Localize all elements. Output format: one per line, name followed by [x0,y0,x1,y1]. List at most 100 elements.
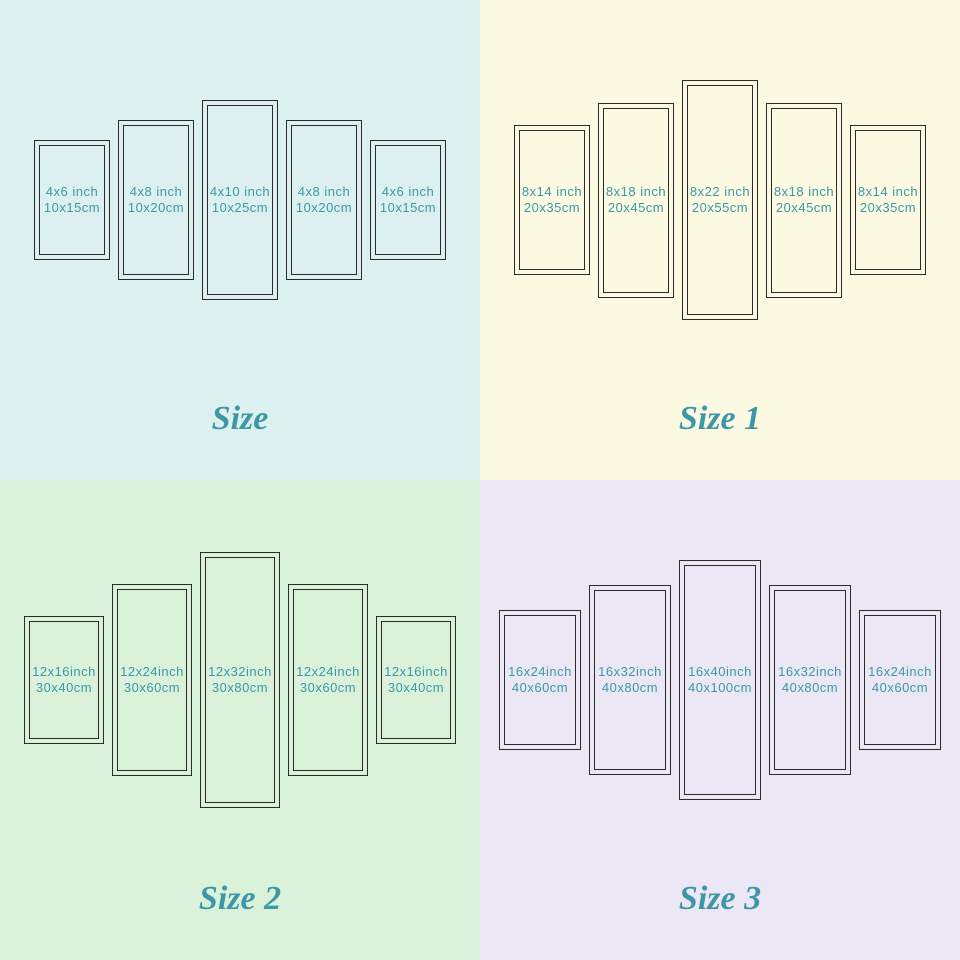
panel-group: 4x6 inch10x15cm4x8 inch10x20cm4x10 inch1… [34,50,446,350]
panel-dimensions: 8x14 inch20x35cm [858,184,918,217]
panel-dimensions: 16x24inch40x60cm [508,664,572,697]
canvas-panel-frame: 4x6 inch10x15cm [370,140,446,260]
panel-size-cm: 40x60cm [872,680,928,696]
panel-size-inch: 12x24inch [296,664,360,680]
canvas-panel: 8x18 inch20x45cm [598,103,674,298]
panel-dimensions: 4x6 inch10x15cm [380,184,436,217]
panel-size-inch: 12x16inch [32,664,96,680]
canvas-panel: 8x14 inch20x35cm [850,125,926,275]
canvas-panel: 4x6 inch10x15cm [370,140,446,260]
panel-size-cm: 30x40cm [388,680,444,696]
panel-size-cm: 10x15cm [44,200,100,216]
panel-size-cm: 40x60cm [512,680,568,696]
canvas-panel-frame: 16x32inch40x80cm [769,585,851,775]
panel-size-inch: 12x16inch [384,664,448,680]
canvas-panel-frame: 12x24inch30x60cm [112,584,192,776]
panel-size-inch: 8x14 inch [522,184,582,200]
canvas-panel: 16x32inch40x80cm [769,585,851,775]
panel-size-inch: 4x6 inch [46,184,98,200]
panel-size-cm: 30x40cm [36,680,92,696]
canvas-panel-frame: 4x8 inch10x20cm [118,120,194,280]
panel-size-cm: 30x60cm [124,680,180,696]
canvas-panel: 4x10 inch10x25cm [202,100,278,300]
canvas-panel-frame: 8x18 inch20x45cm [766,103,842,298]
canvas-panel-frame: 4x10 inch10x25cm [202,100,278,300]
canvas-panel: 8x14 inch20x35cm [514,125,590,275]
panel-size-inch: 16x24inch [868,664,932,680]
panel-dimensions: 8x14 inch20x35cm [522,184,582,217]
panel-size-cm: 10x20cm [296,200,352,216]
panel-dimensions: 4x10 inch10x25cm [210,184,270,217]
panel-dimensions: 12x16inch30x40cm [32,664,96,697]
panel-dimensions: 4x8 inch10x20cm [296,184,352,217]
panel-dimensions: 12x32inch30x80cm [208,664,272,697]
canvas-panel-frame: 8x18 inch20x45cm [598,103,674,298]
panel-size-inch: 8x18 inch [774,184,834,200]
panel-size-inch: 4x8 inch [298,184,350,200]
canvas-panel: 12x16inch30x40cm [376,616,456,744]
panel-size-inch: 16x40inch [688,664,752,680]
panel-dimensions: 4x8 inch10x20cm [128,184,184,217]
size-title: Size 3 [679,880,761,918]
panel-size-inch: 4x6 inch [382,184,434,200]
panel-size-cm: 40x100cm [688,680,752,696]
panel-size-inch: 4x10 inch [210,184,270,200]
canvas-panel: 16x24inch40x60cm [859,610,941,750]
panel-dimensions: 8x22 inch20x55cm [690,184,750,217]
canvas-panel-frame: 8x14 inch20x35cm [850,125,926,275]
panel-dimensions: 4x6 inch10x15cm [44,184,100,217]
panel-size-inch: 16x24inch [508,664,572,680]
panel-dimensions: 16x32inch40x80cm [778,664,842,697]
canvas-panel: 12x32inch30x80cm [200,552,280,808]
canvas-panel-frame: 8x22 inch20x55cm [682,80,758,320]
panel-group: 12x16inch30x40cm12x24inch30x60cm12x32inc… [24,530,456,830]
panel-size-cm: 30x60cm [300,680,356,696]
size-quadrant-2: 12x16inch30x40cm12x24inch30x60cm12x32inc… [0,480,480,960]
panel-size-inch: 16x32inch [598,664,662,680]
canvas-panel: 4x6 inch10x15cm [34,140,110,260]
panel-size-cm: 10x20cm [128,200,184,216]
panel-size-inch: 8x18 inch [606,184,666,200]
panel-dimensions: 12x24inch30x60cm [120,664,184,697]
canvas-panel: 8x22 inch20x55cm [682,80,758,320]
panel-dimensions: 12x24inch30x60cm [296,664,360,697]
canvas-panel: 16x24inch40x60cm [499,610,581,750]
size-quadrant-1: 8x14 inch20x35cm8x18 inch20x45cm8x22 inc… [480,0,960,480]
panel-dimensions: 8x18 inch20x45cm [774,184,834,217]
canvas-panel-frame: 8x14 inch20x35cm [514,125,590,275]
panel-dimensions: 8x18 inch20x45cm [606,184,666,217]
size-title: Size [212,400,269,438]
canvas-panel-frame: 16x24inch40x60cm [499,610,581,750]
panel-size-cm: 30x80cm [212,680,268,696]
canvas-panel: 16x32inch40x80cm [589,585,671,775]
size-title: Size 2 [199,880,281,918]
panel-size-inch: 8x22 inch [690,184,750,200]
canvas-panel-frame: 12x16inch30x40cm [24,616,104,744]
panel-size-cm: 20x45cm [608,200,664,216]
canvas-panel-frame: 16x40inch40x100cm [679,560,761,800]
canvas-panel: 12x24inch30x60cm [112,584,192,776]
panel-group: 16x24inch40x60cm16x32inch40x80cm16x40inc… [499,530,941,830]
panel-size-inch: 12x32inch [208,664,272,680]
panel-size-inch: 4x8 inch [130,184,182,200]
canvas-panel-frame: 12x16inch30x40cm [376,616,456,744]
size-title: Size 1 [679,400,761,438]
panel-size-cm: 20x35cm [860,200,916,216]
canvas-panel: 4x8 inch10x20cm [118,120,194,280]
canvas-panel-frame: 4x8 inch10x20cm [286,120,362,280]
size-quadrant-0: 4x6 inch10x15cm4x8 inch10x20cm4x10 inch1… [0,0,480,480]
canvas-panel-frame: 16x24inch40x60cm [859,610,941,750]
canvas-panel: 12x24inch30x60cm [288,584,368,776]
panel-dimensions: 12x16inch30x40cm [384,664,448,697]
panel-size-cm: 10x25cm [212,200,268,216]
panel-size-cm: 20x55cm [692,200,748,216]
panel-dimensions: 16x40inch40x100cm [688,664,752,697]
size-quadrant-3: 16x24inch40x60cm16x32inch40x80cm16x40inc… [480,480,960,960]
canvas-panel: 12x16inch30x40cm [24,616,104,744]
canvas-panel-frame: 4x6 inch10x15cm [34,140,110,260]
panel-size-inch: 12x24inch [120,664,184,680]
canvas-panel-frame: 16x32inch40x80cm [589,585,671,775]
panel-size-inch: 16x32inch [778,664,842,680]
canvas-panel-frame: 12x24inch30x60cm [288,584,368,776]
canvas-panel: 8x18 inch20x45cm [766,103,842,298]
